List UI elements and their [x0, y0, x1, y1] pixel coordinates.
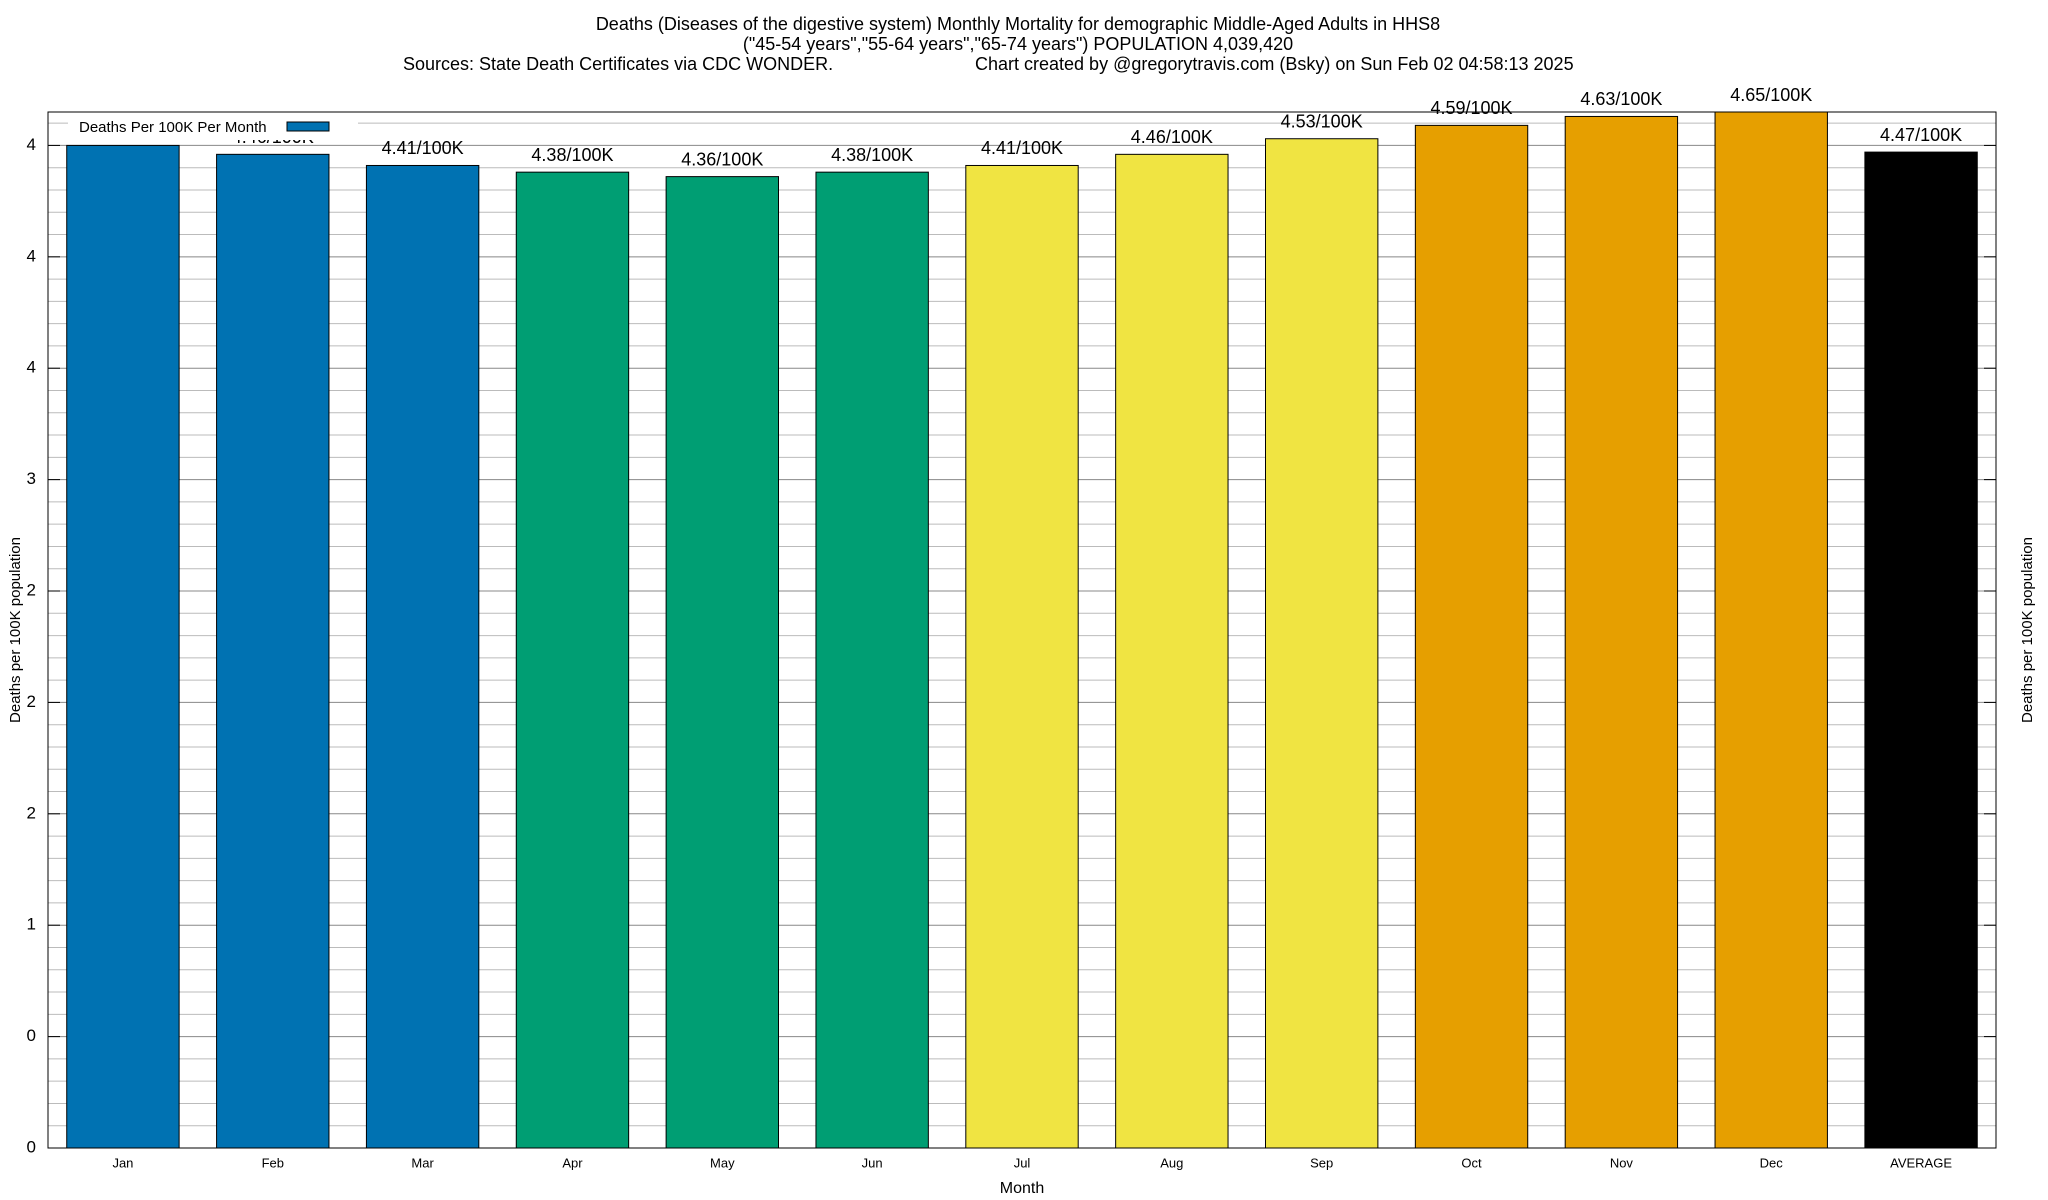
x-tick-label: AVERAGE	[1890, 1155, 1952, 1170]
x-axis-label: Month	[1000, 1180, 1044, 1197]
bar	[1115, 153, 1229, 1149]
x-tick-label: Sep	[1310, 1155, 1333, 1170]
y-tick-label: 2	[27, 580, 36, 599]
bar	[216, 153, 330, 1149]
value-label: 4.41/100K	[382, 138, 464, 158]
y-tick-label: 4	[27, 135, 36, 154]
x-tick-label: Dec	[1760, 1155, 1784, 1170]
legend-swatch	[286, 121, 330, 132]
y-tick-label: 3	[27, 469, 36, 488]
value-label: 4.46/100K	[1131, 127, 1213, 147]
bar	[665, 176, 779, 1149]
y-tick-label: 0	[27, 1026, 36, 1045]
bar	[66, 144, 180, 1149]
bar	[515, 171, 630, 1149]
bar	[1414, 124, 1529, 1149]
x-tick-label: Jun	[862, 1155, 883, 1170]
x-tick-label: Jan	[112, 1155, 133, 1170]
x-tick-label: May	[710, 1155, 735, 1170]
chart-title: Deaths (Diseases of the digestive system…	[596, 14, 1440, 34]
y-tick-label: 2	[27, 692, 36, 711]
x-tick-label: Apr	[562, 1155, 583, 1170]
plot-frame	[47, 111, 1997, 1149]
value-label: 4.38/100K	[531, 145, 613, 165]
x-tick-label: Nov	[1610, 1155, 1634, 1170]
x-tick-label: Aug	[1160, 1155, 1183, 1170]
legend-label: Deaths Per 100K Per Month	[79, 119, 267, 136]
bar	[365, 164, 480, 1149]
value-label: 4.65/100K	[1730, 85, 1812, 105]
y-tick-label: 4	[27, 246, 36, 265]
bar	[1864, 151, 1978, 1149]
value-label: 4.59/100K	[1430, 98, 1512, 118]
x-tick-label: Oct	[1461, 1155, 1482, 1170]
y-axis-label: Deaths per 100K population	[7, 537, 24, 723]
value-label: 4.38/100K	[831, 145, 913, 165]
y-tick-label: 1	[27, 915, 36, 934]
x-tick-label: Mar	[411, 1155, 434, 1170]
source: Sources: State Death Certificates via CD…	[403, 54, 833, 74]
bar	[815, 171, 929, 1149]
value-label: 4.41/100K	[981, 138, 1063, 158]
chart-subtitle: ("45-54 years","55-64 years","65-74 year…	[743, 34, 1293, 54]
value-label: 4.47/100K	[1880, 125, 1962, 145]
y-tick-label: 4	[27, 358, 36, 377]
x-tick-label: Jul	[1014, 1155, 1031, 1170]
value-label: 4.36/100K	[681, 149, 763, 169]
y-tick-label: 0	[27, 1137, 36, 1156]
y2-axis-label: Deaths per 100K population	[2019, 537, 2036, 723]
value-label: 4.63/100K	[1580, 89, 1662, 109]
x-tick-label: Feb	[262, 1155, 284, 1170]
value-label: 4.53/100K	[1281, 111, 1363, 131]
y-tick-label: 2	[27, 803, 36, 822]
bar	[965, 164, 1079, 1149]
credit: Chart created by @gregorytravis.com (Bsk…	[975, 54, 1574, 74]
bar	[1265, 138, 1379, 1149]
bar	[1714, 111, 1828, 1149]
bar	[1564, 115, 1679, 1149]
